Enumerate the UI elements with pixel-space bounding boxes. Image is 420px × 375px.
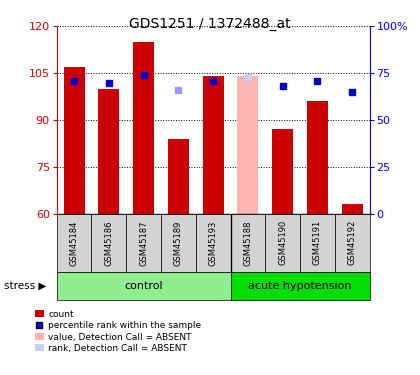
Bar [57,214,92,272]
Text: GSM45189: GSM45189 [174,220,183,266]
Legend: count, percentile rank within the sample, value, Detection Call = ABSENT, rank, : count, percentile rank within the sample… [33,308,203,355]
Bar [231,272,370,300]
Bar [98,89,119,214]
Bar [64,67,84,214]
Bar [126,214,161,272]
Text: GSM45193: GSM45193 [209,220,218,266]
Bar [265,214,300,272]
Bar [161,214,196,272]
Bar [300,214,335,272]
Bar [307,101,328,214]
Bar [196,214,231,272]
Bar [57,272,231,300]
Bar [168,139,189,214]
Text: GSM45186: GSM45186 [104,220,113,266]
Text: GSM45184: GSM45184 [70,220,79,266]
Text: GSM45187: GSM45187 [139,220,148,266]
Bar [92,214,126,272]
Text: GDS1251 / 1372488_at: GDS1251 / 1372488_at [129,17,291,31]
Text: stress ▶: stress ▶ [4,281,47,291]
Bar [237,76,258,214]
Bar [133,42,154,214]
Text: GSM45188: GSM45188 [244,220,252,266]
Text: acute hypotension: acute hypotension [248,281,352,291]
Bar [335,214,370,272]
Text: GSM45192: GSM45192 [348,220,357,266]
Text: GSM45191: GSM45191 [313,220,322,266]
Bar [231,214,265,272]
Bar [272,129,293,214]
Bar [203,76,223,214]
Text: GSM45190: GSM45190 [278,220,287,266]
Bar [342,204,362,214]
Text: control: control [124,281,163,291]
